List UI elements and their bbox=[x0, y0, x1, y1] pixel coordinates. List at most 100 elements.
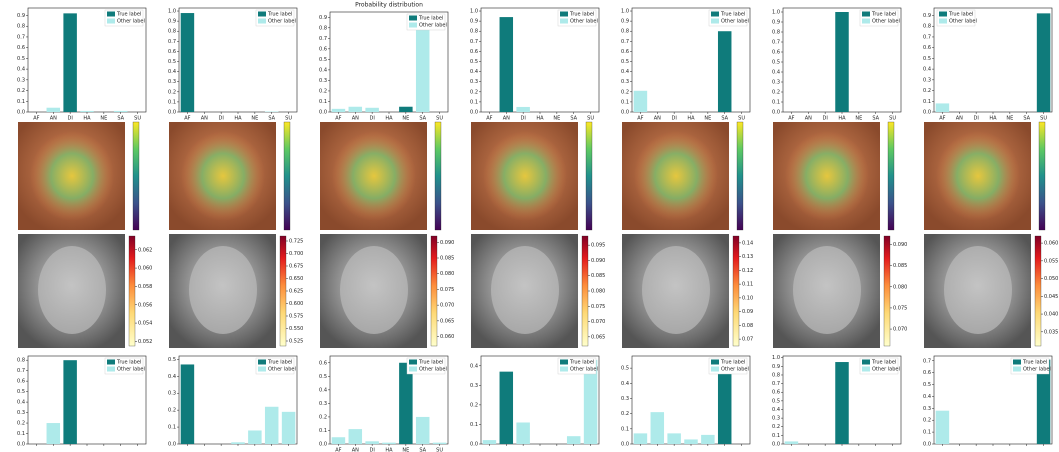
colorbar-tick-label: 0.070 bbox=[591, 319, 605, 325]
bar bbox=[332, 437, 345, 444]
face-outline bbox=[793, 246, 861, 334]
y-tick-label: 0.0 bbox=[319, 442, 327, 448]
y-tick-label: 0.7 bbox=[470, 39, 478, 45]
legend-swatch bbox=[711, 367, 719, 372]
colorbar bbox=[129, 236, 135, 346]
legend-label: True label bbox=[418, 16, 443, 22]
legend-swatch bbox=[258, 12, 266, 17]
bar bbox=[181, 364, 194, 444]
bar bbox=[114, 111, 127, 112]
x-tick-label: AF bbox=[788, 116, 794, 122]
y-tick-label: 0.2 bbox=[772, 424, 780, 430]
y-tick-label: 0.7 bbox=[923, 358, 931, 364]
y-tick-label: 0.4 bbox=[319, 67, 327, 73]
x-tick-label: AF bbox=[486, 116, 492, 122]
y-tick-label: 0.2 bbox=[470, 402, 478, 408]
y-tick-label: 0.1 bbox=[319, 99, 327, 105]
colorbar-tick-label: 0.062 bbox=[138, 247, 152, 253]
colorbar-tick-label: 0.085 bbox=[893, 263, 907, 269]
y-tick-label: 0.2 bbox=[17, 421, 25, 427]
legend-swatch bbox=[107, 12, 115, 17]
y-tick-label: 0.9 bbox=[621, 19, 629, 25]
legend-swatch bbox=[560, 360, 568, 365]
bar bbox=[349, 429, 362, 444]
bar bbox=[835, 362, 848, 444]
y-tick-label: 0.5 bbox=[923, 56, 931, 62]
bar bbox=[634, 433, 647, 444]
bar bbox=[718, 31, 731, 112]
colorbar-tick-label: 0.525 bbox=[289, 339, 303, 345]
viridis-colorbar bbox=[284, 122, 290, 230]
y-tick-label: 0.8 bbox=[621, 29, 629, 35]
x-tick-label: DI bbox=[218, 116, 223, 122]
y-tick-label: 0.6 bbox=[772, 390, 780, 396]
y-tick-label: 0.1 bbox=[772, 433, 780, 439]
y-tick-label: 0.2 bbox=[621, 89, 629, 95]
colorbar bbox=[582, 236, 588, 346]
y-tick-label: 0.3 bbox=[923, 406, 931, 412]
y-tick-label: 0.3 bbox=[621, 396, 629, 402]
legend-label: True label bbox=[1022, 360, 1047, 366]
x-tick-label: AF bbox=[939, 116, 945, 122]
legend-swatch bbox=[862, 360, 870, 365]
colorbar-tick-label: 0.070 bbox=[893, 327, 907, 333]
y-tick-label: 0.4 bbox=[17, 400, 25, 406]
y-tick-label: 0.0 bbox=[772, 442, 780, 448]
y-tick-label: 0.4 bbox=[168, 69, 176, 75]
colorbar-tick-label: 0.575 bbox=[289, 314, 303, 320]
y-tick-label: 1.0 bbox=[470, 9, 478, 15]
y-tick-label: 0.6 bbox=[168, 49, 176, 55]
colorbar-tick-label: 0.725 bbox=[289, 239, 303, 245]
x-tick-label: HA bbox=[838, 116, 846, 122]
x-tick-label: SU bbox=[436, 448, 443, 452]
x-tick-label: SA bbox=[570, 116, 577, 122]
x-tick-label: SU bbox=[436, 116, 443, 122]
y-tick-label: 0.5 bbox=[772, 398, 780, 404]
y-tick-label: 0.2 bbox=[319, 88, 327, 94]
legend-swatch bbox=[939, 12, 947, 17]
x-tick-label: NE bbox=[251, 116, 258, 122]
y-tick-label: 0.5 bbox=[470, 59, 478, 65]
legend-label: Other label bbox=[268, 19, 296, 25]
x-tick-label: AN bbox=[50, 116, 57, 122]
legend-label: Other label bbox=[721, 19, 749, 25]
bar bbox=[349, 107, 362, 112]
y-tick-label: 0.6 bbox=[17, 45, 25, 51]
y-tick-label: 0.9 bbox=[470, 19, 478, 25]
y-tick-label: 0.8 bbox=[772, 30, 780, 36]
bar bbox=[365, 441, 378, 444]
bar bbox=[265, 407, 278, 444]
bar bbox=[1037, 13, 1050, 112]
heatmap-overlay bbox=[181, 131, 265, 221]
legend-swatch bbox=[409, 16, 417, 21]
colorbar-tick-label: 0.075 bbox=[440, 287, 454, 293]
colorbar-tick-label: 0.056 bbox=[138, 302, 152, 308]
x-tick-label: SU bbox=[285, 116, 292, 122]
y-tick-label: 0.6 bbox=[17, 379, 25, 385]
heatmap-overlay bbox=[785, 131, 869, 221]
x-tick-label: SU bbox=[889, 116, 896, 122]
colorbar bbox=[884, 236, 890, 346]
y-tick-label: 0.3 bbox=[470, 383, 478, 389]
legend-label: Other label bbox=[117, 19, 145, 25]
y-tick-label: 0.8 bbox=[470, 29, 478, 35]
legend-swatch bbox=[409, 360, 417, 365]
colorbar-tick-label: 0.625 bbox=[289, 289, 303, 295]
viridis-colorbar bbox=[888, 122, 894, 230]
colorbar-tick-label: 0.080 bbox=[591, 289, 605, 295]
legend-swatch bbox=[560, 367, 568, 372]
y-tick-label: 0.4 bbox=[621, 69, 629, 75]
y-tick-label: 0.1 bbox=[621, 99, 629, 105]
legend-swatch bbox=[711, 360, 719, 365]
y-tick-label: 0.2 bbox=[923, 88, 931, 94]
colorbar-tick-label: 0.045 bbox=[1044, 294, 1058, 300]
colorbar-tick-label: 0.040 bbox=[1044, 312, 1058, 318]
bar bbox=[365, 108, 378, 112]
y-tick-label: 0.4 bbox=[923, 67, 931, 73]
legend-label: Other label bbox=[419, 367, 447, 373]
x-tick-label: AF bbox=[335, 116, 341, 122]
colorbar-tick-label: 0.14 bbox=[742, 240, 753, 246]
y-tick-label: 0.9 bbox=[772, 20, 780, 26]
x-tick-label: SA bbox=[1023, 116, 1030, 122]
bar bbox=[701, 435, 714, 444]
